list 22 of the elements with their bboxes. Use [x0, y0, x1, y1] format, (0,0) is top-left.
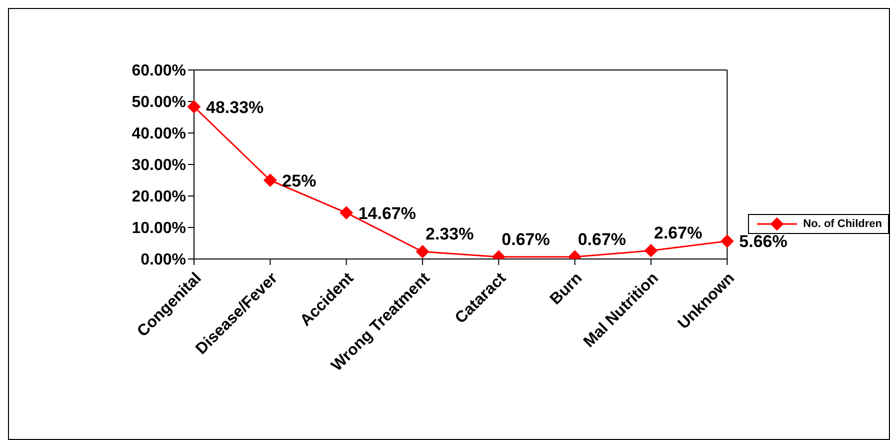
y-tick-label: 10.00% — [132, 220, 186, 238]
point — [644, 244, 658, 258]
point — [720, 234, 734, 248]
legend-label: No. of Children — [803, 218, 882, 230]
data-label: 14.67% — [358, 204, 416, 223]
data-label: 48.33% — [206, 98, 264, 117]
y-tick-label: 20.00% — [132, 188, 186, 206]
data-label: 25% — [282, 171, 316, 190]
point — [188, 100, 200, 114]
point — [264, 174, 277, 187]
y-tick-label: 0.00% — [140, 252, 186, 269]
y-tick-label: 30.00% — [132, 157, 186, 174]
point — [340, 206, 353, 220]
data-label: 5.66% — [739, 232, 788, 252]
data-label: 0.67% — [502, 230, 550, 249]
y-tick-label: 40.00% — [132, 126, 186, 143]
data-label: 2.67% — [654, 224, 702, 243]
point — [416, 245, 429, 258]
data-label: 0.67% — [578, 230, 626, 249]
y-tick-label: 50.00% — [132, 94, 186, 112]
y-tick-label: 60.00% — [132, 62, 186, 80]
data-label: 2.33% — [426, 224, 474, 244]
